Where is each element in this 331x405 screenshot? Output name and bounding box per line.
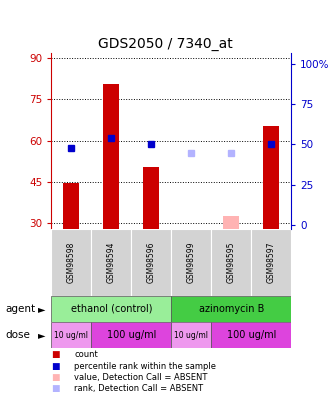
Bar xyxy=(91,322,171,348)
Text: GDS2050 / 7340_at: GDS2050 / 7340_at xyxy=(98,36,233,51)
Text: ►: ► xyxy=(38,330,46,340)
Bar xyxy=(171,229,211,296)
Text: ■: ■ xyxy=(51,362,60,371)
Bar xyxy=(211,322,291,348)
Bar xyxy=(91,229,131,296)
Text: agent: agent xyxy=(5,304,35,314)
Text: 10 ug/ml: 10 ug/ml xyxy=(174,330,208,340)
Bar xyxy=(223,216,239,306)
Text: GSM98599: GSM98599 xyxy=(187,241,196,283)
Text: 100 ug/ml: 100 ug/ml xyxy=(107,330,156,340)
Text: ethanol (control): ethanol (control) xyxy=(71,304,152,314)
Text: value, Detection Call = ABSENT: value, Detection Call = ABSENT xyxy=(74,373,208,382)
Bar xyxy=(171,296,291,322)
Bar xyxy=(143,167,159,306)
Bar xyxy=(51,229,91,296)
Bar xyxy=(171,322,211,348)
Bar xyxy=(263,126,279,306)
Text: GSM98595: GSM98595 xyxy=(227,241,236,283)
Text: GSM98598: GSM98598 xyxy=(67,241,76,283)
Bar xyxy=(131,229,171,296)
Text: count: count xyxy=(74,350,98,359)
Text: GSM98596: GSM98596 xyxy=(147,241,156,283)
Text: ■: ■ xyxy=(51,384,60,393)
Text: ■: ■ xyxy=(51,350,60,359)
Text: 10 ug/ml: 10 ug/ml xyxy=(54,330,88,340)
Text: azinomycin B: azinomycin B xyxy=(199,304,264,314)
Text: dose: dose xyxy=(5,330,30,340)
Text: GSM98597: GSM98597 xyxy=(267,241,276,283)
Bar xyxy=(211,229,251,296)
Text: ■: ■ xyxy=(51,373,60,382)
Text: ►: ► xyxy=(38,304,46,314)
Bar xyxy=(51,322,91,348)
Text: GSM98594: GSM98594 xyxy=(107,241,116,283)
Bar xyxy=(51,296,171,322)
Bar xyxy=(63,183,79,306)
Text: rank, Detection Call = ABSENT: rank, Detection Call = ABSENT xyxy=(74,384,204,393)
Bar xyxy=(103,84,119,306)
Bar xyxy=(251,229,291,296)
Text: percentile rank within the sample: percentile rank within the sample xyxy=(74,362,216,371)
Text: 100 ug/ml: 100 ug/ml xyxy=(227,330,276,340)
